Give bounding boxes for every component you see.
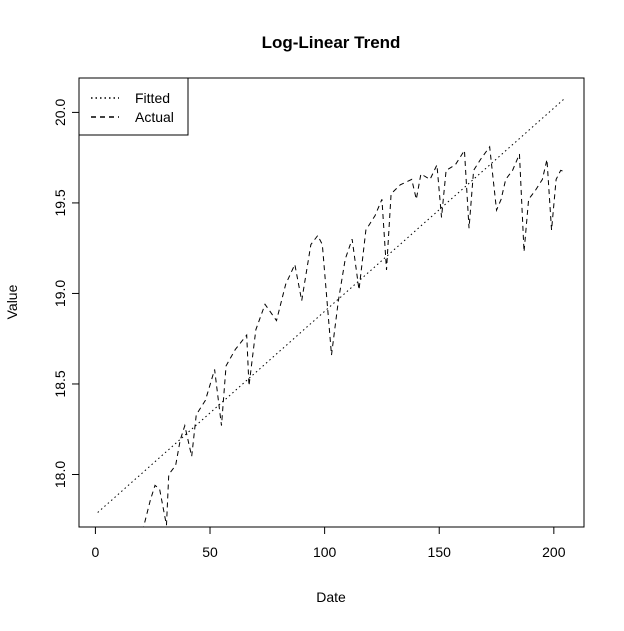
legend: Fitted Actual [78, 77, 189, 136]
x-tick-label: 100 [313, 544, 337, 560]
y-tick-label: 18.0 [52, 461, 68, 488]
series-line [97, 97, 566, 513]
chart-title: Log-Linear Trend [262, 33, 401, 52]
x-tick-label: 0 [92, 544, 100, 560]
x-tick-label: 50 [202, 544, 218, 560]
y-tick-label: 18.5 [52, 370, 68, 397]
y-tick-label: 19.0 [52, 280, 68, 307]
series-line [143, 145, 566, 527]
legend-label: Fitted [135, 90, 170, 106]
x-axis-label: Date [316, 589, 346, 605]
x-tick-label: 150 [428, 544, 452, 560]
y-tick-label: 20.0 [52, 99, 68, 126]
plot-area [97, 97, 566, 527]
x-tick-label: 200 [542, 544, 566, 560]
y-axis-label: Value [4, 284, 20, 319]
plot-box [78, 77, 585, 528]
legend-box [78, 77, 189, 136]
legend-label: Actual [135, 109, 174, 125]
y-tick-label: 19.5 [52, 189, 68, 216]
